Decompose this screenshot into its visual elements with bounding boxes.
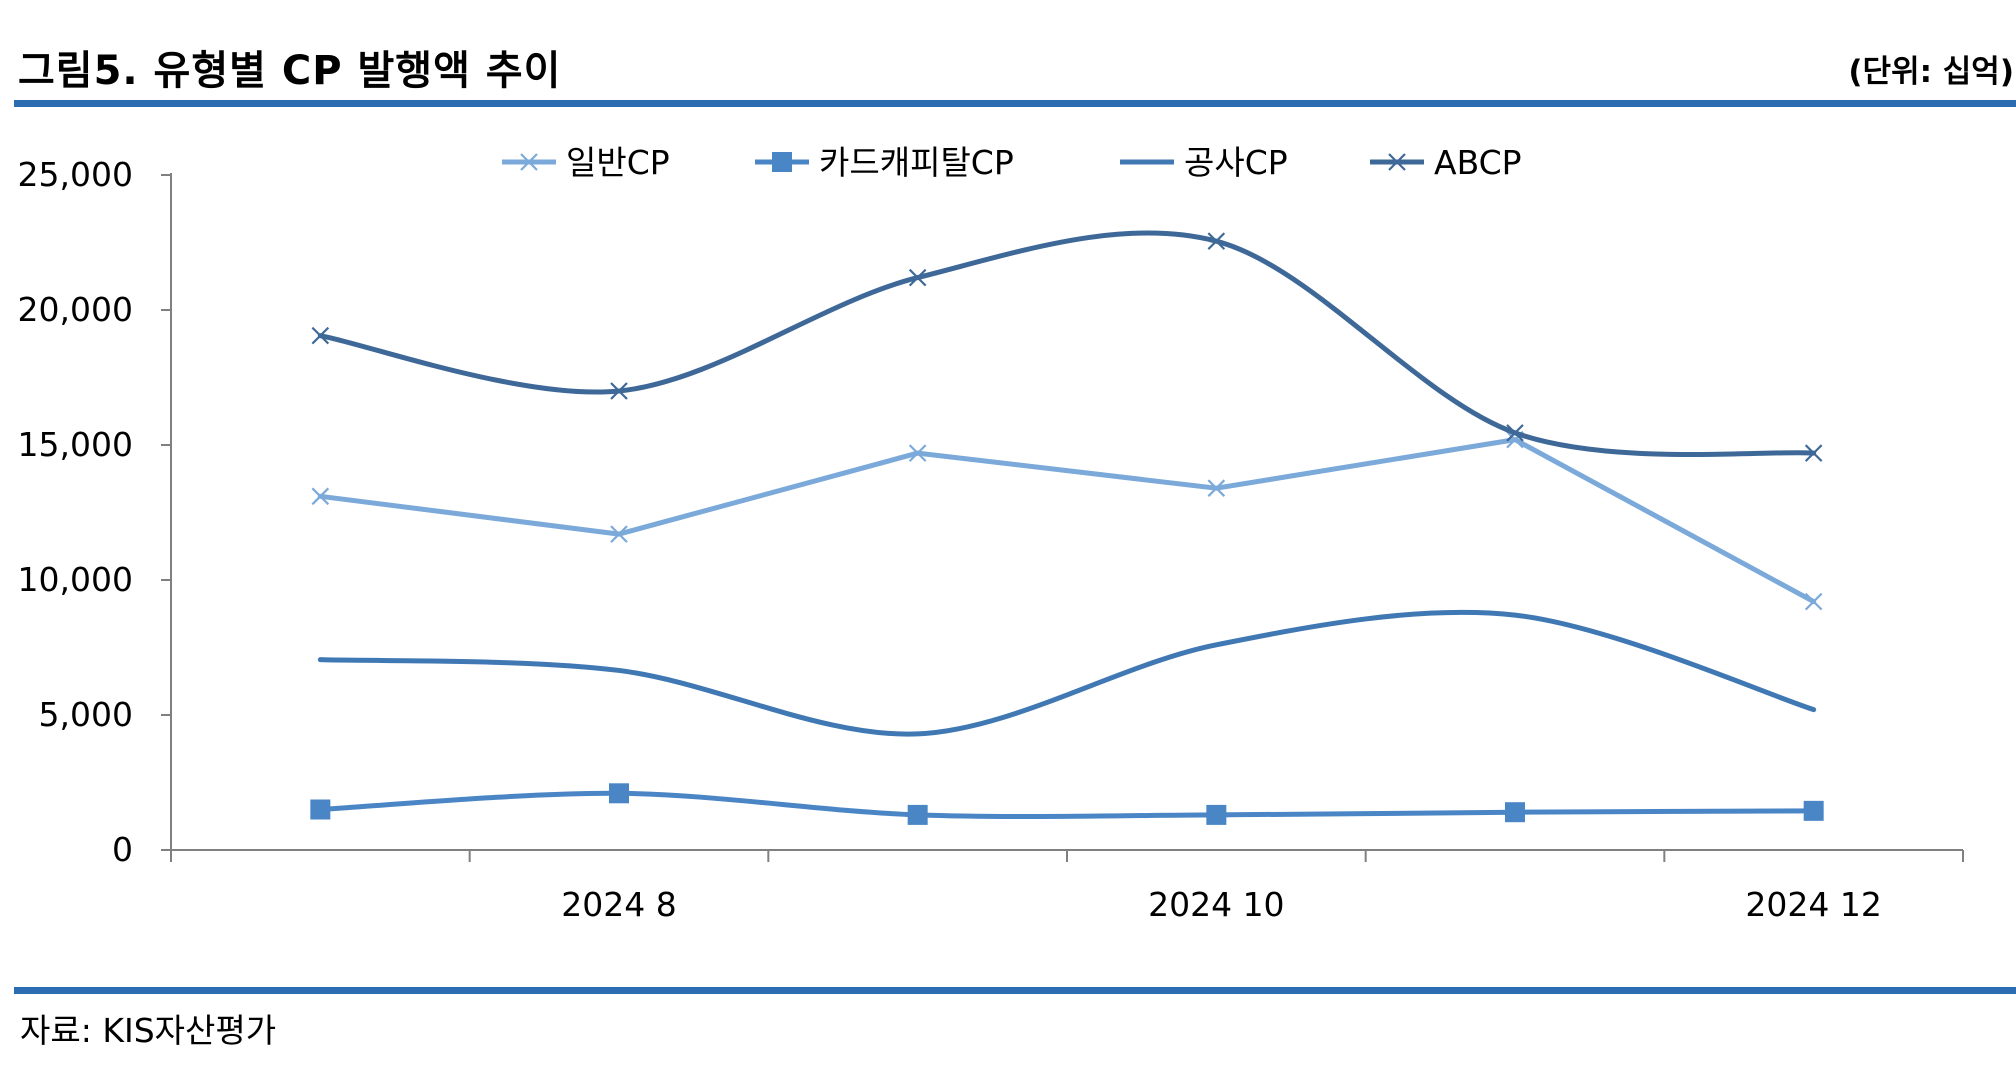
legend-item: 카드캐피탈CP (755, 143, 1014, 182)
data-point (311, 326, 330, 345)
marker-stroke (311, 326, 330, 345)
y-tick-label: 20,000 (18, 290, 133, 329)
y-tick-label: 25,000 (18, 155, 133, 194)
series-4 (311, 230, 1823, 462)
marker-stroke (610, 525, 628, 543)
data-point (610, 525, 628, 543)
legend-item: 일반CP (502, 143, 670, 182)
legend-marker (1388, 153, 1406, 171)
source-note: 자료: KIS자산평가 (20, 1011, 277, 1050)
data-point (1804, 592, 1823, 611)
x-tick-label: 2024 8 (561, 885, 676, 924)
marker-stroke (1804, 592, 1823, 611)
y-tick-label: 15,000 (18, 425, 133, 464)
series-line (317, 437, 1817, 605)
data-point (311, 487, 330, 506)
x-tick-label: 2024 10 (1148, 885, 1284, 924)
marker-stroke (1506, 424, 1524, 442)
marker-stroke (311, 487, 330, 506)
series-line (317, 230, 1817, 457)
legend: 일반CP 카드캐피탈CP 공사CP ABCP (502, 143, 1522, 182)
data-point (1505, 802, 1525, 823)
y-tick-label: 5,000 (39, 695, 133, 734)
marker-stroke (1388, 153, 1406, 171)
series-lines (310, 230, 1824, 825)
marker-stroke (908, 268, 927, 287)
header-rule (14, 100, 2016, 107)
legend-label: 공사CP (1184, 143, 1288, 182)
data-point (1207, 479, 1226, 497)
marker-stroke (1207, 479, 1226, 497)
marker-stroke (610, 382, 628, 400)
x-axis: 2024 8 2024 10 2024 12 (170, 849, 1964, 924)
series-1 (311, 430, 1823, 611)
unit-label: (단위: 십억) (1848, 54, 2014, 90)
legend-label: 일반CP (566, 143, 670, 182)
data-point (1207, 232, 1226, 250)
legend-marker (520, 153, 538, 171)
legend-item: 공사CP (1120, 143, 1288, 182)
legend-label: ABCP (1434, 143, 1522, 182)
legend-item: ABCP (1370, 143, 1522, 182)
data-point (1206, 804, 1227, 825)
legend-label: 카드캐피탈CP (819, 143, 1014, 182)
y-tick-label: 10,000 (18, 560, 133, 599)
marker-stroke (520, 153, 538, 171)
data-point (609, 783, 629, 804)
series-3 (317, 609, 1817, 737)
data-point (908, 268, 927, 287)
marker-stroke (1804, 444, 1823, 462)
data-point (1804, 444, 1823, 462)
data-point (907, 804, 928, 825)
data-point (610, 382, 628, 400)
data-point (310, 799, 331, 820)
footer-rule (14, 987, 2016, 994)
marker-stroke (1207, 232, 1226, 250)
series-line (317, 609, 1817, 737)
x-tick-label: 2024 12 (1745, 885, 1881, 924)
data-point (1506, 424, 1524, 442)
series-2 (310, 783, 1824, 825)
y-axis: 0 5,000 10,000 15,000 20,000 25,000 (18, 155, 172, 869)
data-point (908, 444, 927, 462)
marker-stroke (908, 444, 927, 462)
figure-title: 그림5. 유형별 CP 발행액 추이 (18, 48, 562, 94)
series-line (317, 790, 1817, 820)
y-tick-label: 0 (112, 830, 133, 869)
legend-marker (772, 152, 792, 172)
data-point (1803, 800, 1824, 821)
